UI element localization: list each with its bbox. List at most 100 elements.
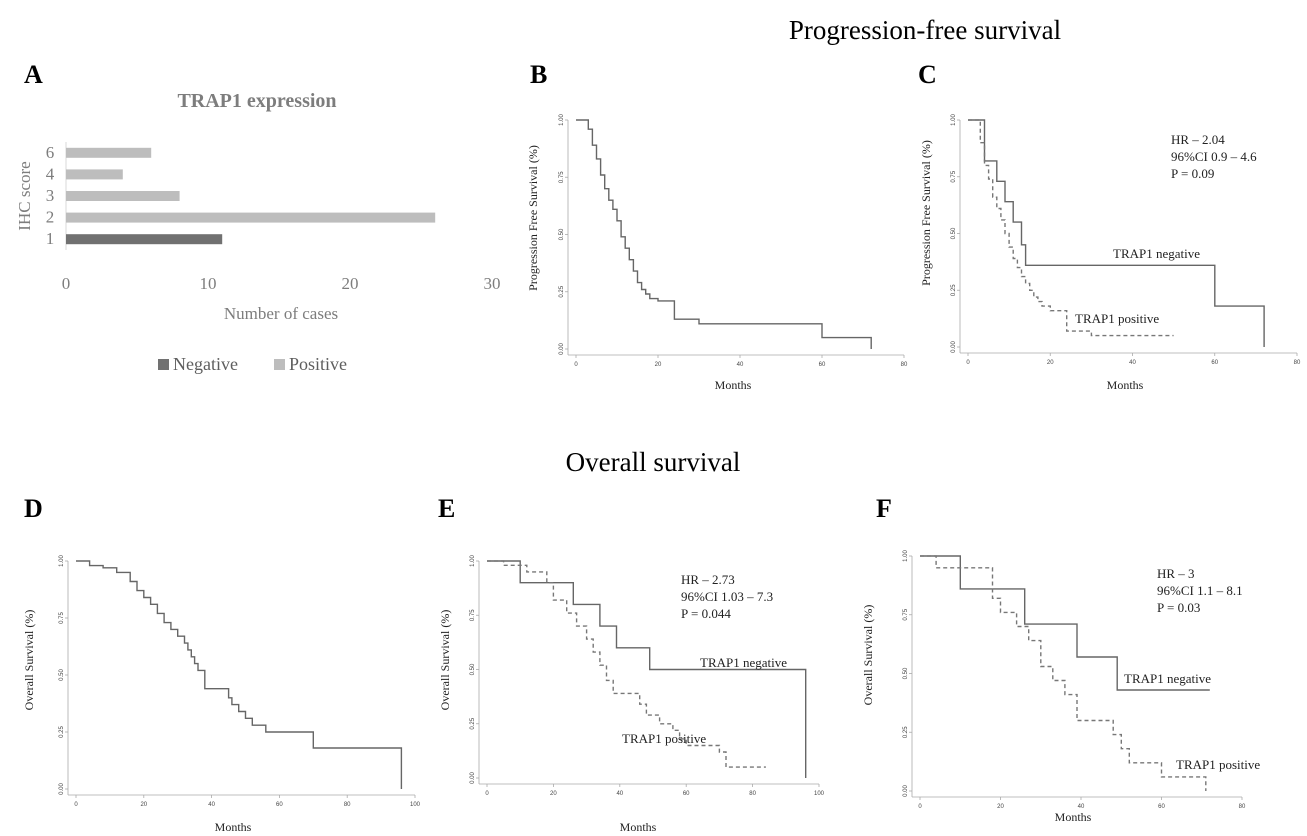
- y-tick-label: 0.00: [951, 341, 957, 353]
- x-axis-label: Number of cases: [224, 304, 338, 323]
- y-tick-label: 1.00: [559, 114, 565, 126]
- stats-annotation-line: 96%CI 0.9 – 4.6: [1171, 149, 1257, 164]
- x-tick-label: 0: [74, 802, 78, 808]
- stats-annotation-line: HR – 3: [1157, 566, 1195, 581]
- survival-chart-panel-e: 0 20 40 60 80 100 0.00 0.25 0.50 0.75 1.00 Months Ov…: [438, 555, 825, 834]
- y-tick-label: 1.00: [59, 555, 65, 567]
- y-axis-label: IHC score: [15, 161, 34, 230]
- x-tick-label: 0: [62, 274, 71, 293]
- y-tick-label: 6: [46, 143, 55, 162]
- km-curve-trap1-positive: [968, 120, 1174, 336]
- curve-label-trap1-positive: TRAP1 positive: [1176, 757, 1260, 772]
- y-tick-label: 1.00: [903, 550, 909, 562]
- bar-positive-score-6: [66, 148, 151, 158]
- panel-letter-b: B: [530, 60, 547, 89]
- y-tick-label: 0.00: [59, 783, 65, 795]
- y-tick-label: 0.75: [903, 608, 909, 620]
- panel-letter-f: F: [876, 494, 892, 523]
- bar-positive-score-2: [66, 213, 435, 223]
- pfs-heading: Progression-free survival: [789, 15, 1061, 45]
- y-tick-label: 0.50: [559, 228, 565, 240]
- curve-label-trap1-negative: TRAP1 negative: [1113, 246, 1200, 261]
- panel-letter-c: C: [918, 60, 937, 89]
- y-tick-label: 3: [46, 186, 55, 205]
- y-tick-label: 0.25: [470, 717, 476, 729]
- os-heading: Overall survival: [566, 447, 741, 477]
- y-tick-label: 0.25: [951, 284, 957, 296]
- x-tick-label: 20: [140, 802, 147, 808]
- x-tick-label: 0: [574, 362, 578, 368]
- stats-annotation-line: HR – 2.73: [681, 572, 735, 587]
- y-tick-label: 0.75: [59, 612, 65, 624]
- y-tick-label: 0.75: [470, 609, 476, 621]
- bar-chart-panel-a: TRAP1 expression 1 2 3 4 6 0 10 20 30 Number of ca…: [15, 90, 501, 374]
- x-axis-label: Months: [215, 820, 252, 834]
- curve-label-trap1-positive: TRAP1 positive: [622, 731, 706, 746]
- x-tick-label: 80: [1294, 360, 1301, 366]
- x-tick-label: 40: [616, 791, 623, 797]
- survival-chart-panel-d: 0 20 40 60 80 100 0.00 0.25 0.50 0.75 1.00 Months Ov…: [22, 555, 421, 834]
- legend-swatch-positive: [274, 359, 285, 370]
- y-tick-label: 0.25: [903, 726, 909, 738]
- x-tick-label: 60: [819, 362, 826, 368]
- x-tick-label: 80: [344, 802, 351, 808]
- stats-annotation-line: HR – 2.04: [1171, 132, 1225, 147]
- y-tick-label: 0.00: [903, 785, 909, 797]
- legend-label-negative: Negative: [173, 354, 238, 374]
- x-tick-label: 100: [814, 791, 825, 797]
- y-tick-label: 1: [46, 229, 55, 248]
- y-tick-label: 0.50: [951, 227, 957, 239]
- y-tick-label: 0.00: [470, 772, 476, 784]
- bar-positive-score-3: [66, 191, 180, 201]
- x-tick-label: 30: [484, 274, 501, 293]
- stats-annotation-line: 96%CI 1.03 – 7.3: [681, 589, 773, 604]
- x-tick-label: 80: [1239, 804, 1246, 810]
- y-tick-label: 0.00: [559, 343, 565, 355]
- x-tick-label: 80: [901, 362, 908, 368]
- x-tick-label: 20: [1047, 360, 1054, 366]
- y-tick-label: 0.50: [470, 663, 476, 675]
- x-axis-label: Months: [715, 378, 752, 392]
- bar-negative-score-1: [66, 234, 222, 244]
- stats-annotation-line: 96%CI 1.1 – 8.1: [1157, 583, 1243, 598]
- y-tick-label: 1.00: [951, 114, 957, 126]
- panel-letter-e: E: [438, 494, 455, 523]
- x-tick-label: 10: [200, 274, 217, 293]
- y-tick-label: 0.75: [951, 170, 957, 182]
- curve-label-trap1-negative: TRAP1 negative: [1124, 671, 1211, 686]
- survival-chart-panel-f: 0 20 40 60 80 0.00 0.25 0.50 0.75 1.00 Months Overa…: [861, 550, 1260, 824]
- survival-chart-panel-c: 0 20 40 60 80 0.00 0.25 0.50 0.75 1.00 Months Progr…: [919, 114, 1301, 392]
- x-tick-label: 100: [410, 802, 421, 808]
- y-tick-label: 0.25: [59, 726, 65, 738]
- stats-annotation-line: P = 0.09: [1171, 166, 1214, 181]
- x-tick-label: 20: [342, 274, 359, 293]
- x-axis-label: Months: [1055, 810, 1092, 824]
- x-tick-label: 60: [1158, 804, 1165, 810]
- km-curve-survival: [76, 561, 401, 789]
- x-tick-label: 0: [485, 791, 489, 797]
- bar-positive-score-4: [66, 169, 123, 179]
- curve-label-trap1-positive: TRAP1 positive: [1075, 311, 1159, 326]
- survival-chart-panel-b: 0 20 40 60 80 0.00 0.25 0.50 0.75 1.00 Months Progr…: [526, 114, 908, 392]
- y-axis-label: Progression Free Survival (%): [526, 145, 540, 291]
- x-tick-label: 40: [737, 362, 744, 368]
- x-tick-label: 40: [208, 802, 215, 808]
- x-tick-label: 60: [683, 791, 690, 797]
- y-axis-label: Overall Survival (%): [22, 610, 36, 711]
- y-tick-label: 4: [46, 164, 55, 183]
- y-tick-label: 0.50: [903, 667, 909, 679]
- y-axis-label: Overall Survival (%): [438, 610, 452, 711]
- y-axis-label: Progression Free Survival (%): [919, 140, 933, 286]
- curve-label-trap1-negative: TRAP1 negative: [700, 655, 787, 670]
- stats-annotation-line: P = 0.044: [681, 606, 731, 621]
- y-tick-label: 0.75: [559, 171, 565, 183]
- x-axis-label: Months: [1107, 378, 1144, 392]
- x-tick-label: 20: [655, 362, 662, 368]
- km-curve-survival: [576, 120, 871, 349]
- legend-swatch-negative: [158, 359, 169, 370]
- panel-letter-d: D: [24, 494, 43, 523]
- x-tick-label: 0: [918, 804, 922, 810]
- x-tick-label: 80: [749, 791, 756, 797]
- y-tick-label: 1.00: [470, 555, 476, 567]
